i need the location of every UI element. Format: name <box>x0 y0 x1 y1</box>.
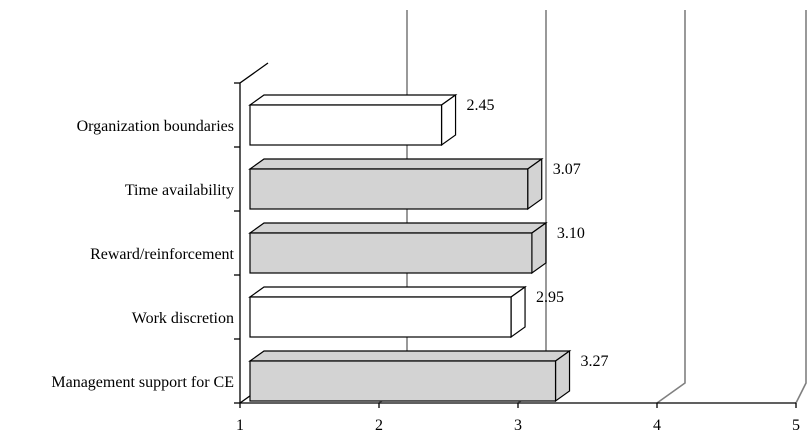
bar-front-face <box>249 296 512 338</box>
category-label: Work discretion <box>132 310 234 327</box>
category-label: Time availability <box>125 182 234 199</box>
bar-top-face <box>248 286 527 298</box>
bar-top-face <box>248 94 458 106</box>
x-tick-label: 3 <box>514 417 522 434</box>
bars <box>248 93 572 403</box>
bar-top-face <box>248 350 572 362</box>
category-label: Management support for CE <box>51 374 234 391</box>
value-label: 2.95 <box>536 289 564 306</box>
bar-work-discretion <box>248 285 527 339</box>
bar-reward-reinforcement <box>248 221 548 275</box>
bar-time-availability <box>248 157 544 211</box>
bar-front-face <box>249 104 443 146</box>
labels: 1 2 3 4 5 2.45 Organization boundaries 3.07 Time… <box>51 97 800 434</box>
x-tick-label: 5 <box>792 417 800 434</box>
x-tick-label: 2 <box>375 417 383 434</box>
category-label: Organization boundaries <box>77 118 234 135</box>
category-label: Reward/reinforcement <box>90 246 234 263</box>
value-label: 3.27 <box>581 353 609 370</box>
x-tick-label: 1 <box>236 417 244 434</box>
bar-organization-boundaries <box>248 93 458 147</box>
bar-top-face <box>248 158 544 170</box>
bar-front-face <box>249 360 557 402</box>
bar-top-face <box>248 222 548 234</box>
value-label: 2.45 <box>467 97 495 114</box>
x-tick-label: 4 <box>653 417 661 434</box>
bar-management-support-for-ce <box>248 349 572 403</box>
value-label: 3.10 <box>557 225 585 242</box>
bar-front-face <box>249 168 529 210</box>
bar-front-face <box>249 232 533 274</box>
gridline <box>795 10 807 404</box>
value-label: 3.07 <box>553 161 581 178</box>
gridline <box>656 10 686 404</box>
